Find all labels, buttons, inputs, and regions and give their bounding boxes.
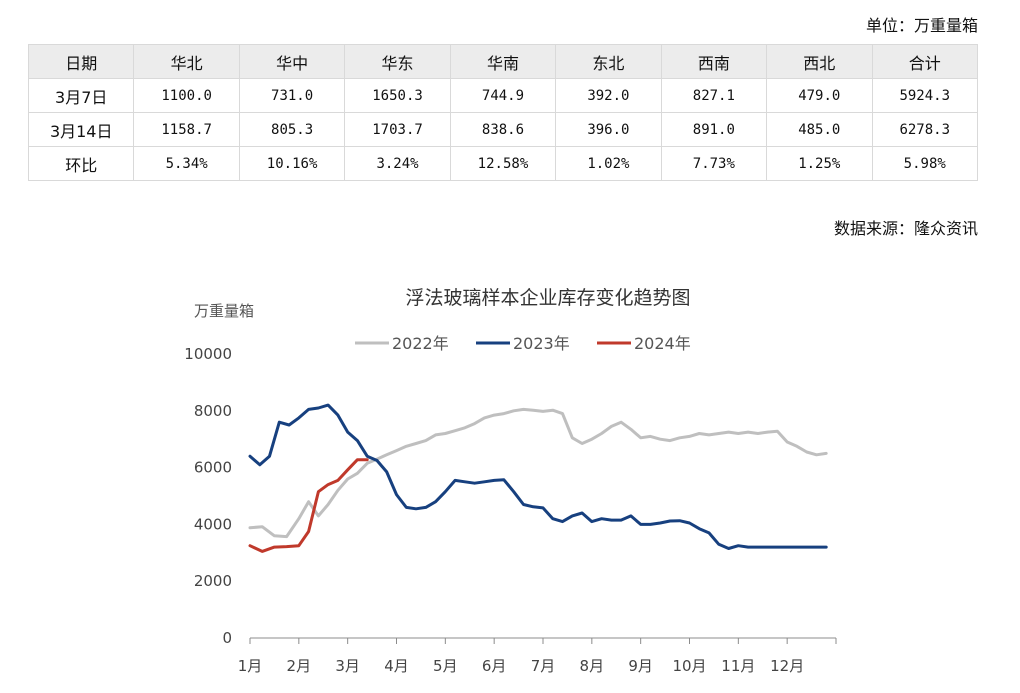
x-tick-label: 4月	[384, 657, 409, 675]
table-cell: 1.25%	[766, 146, 873, 181]
col-header-xibei: 西北	[766, 44, 873, 79]
legend-label: 2023年	[513, 334, 570, 353]
col-header-huanan: 华南	[449, 44, 557, 79]
x-tick-label: 9月	[628, 657, 653, 675]
table-cell: 891.0	[660, 112, 768, 147]
x-axis: 1月 2月 3月 4月 5月 6月 7月 8月 9月 10月 11月 12月	[238, 637, 837, 675]
table-cell: 3.24%	[344, 146, 451, 181]
y-tick-label: 8000	[194, 402, 232, 420]
table-cell: 392.0	[555, 78, 662, 113]
table-row: 3月7日 1100.0 731.0 1650.3 744.9 392.0 827…	[27, 78, 978, 113]
table-cell: 1.02%	[555, 146, 662, 181]
legend-label: 2022年	[392, 334, 449, 353]
col-header-huadong: 华东	[344, 44, 451, 79]
table-cell: 805.3	[238, 112, 346, 147]
unit-label: 单位：万重量箱	[865, 16, 978, 35]
table-cell: 396.0	[555, 112, 662, 147]
table-cell: 1158.7	[133, 112, 240, 147]
y-tick-label: 4000	[194, 515, 232, 533]
table-cell: 1703.7	[344, 112, 451, 147]
col-header-xinan: 西南	[660, 44, 768, 79]
table-cell: 485.0	[766, 112, 873, 147]
chart-title: 浮法玻璃样本企业库存变化趋势图	[405, 287, 690, 309]
row-label: 环比	[27, 146, 135, 181]
row-label: 3月14日	[27, 112, 135, 147]
table-cell: 5.34%	[133, 146, 240, 181]
y-tick-label: 0	[222, 629, 232, 647]
table-header-row: 日期 华北 华中 华东 华南 东北 西南 西北 合计	[27, 44, 978, 79]
inventory-table: 日期 华北 华中 华东 华南 东北 西南 西北 合计 3月7日 1100.0 7…	[27, 44, 978, 181]
x-tick-label: 2月	[287, 657, 312, 675]
x-tick-label: 8月	[580, 657, 605, 675]
col-header-dongbei: 东北	[555, 44, 662, 79]
x-tick-label: 11月	[721, 657, 755, 675]
table-cell: 838.6	[449, 112, 557, 147]
table-cell: 7.73%	[660, 146, 768, 181]
table-cell: 827.1	[660, 78, 768, 113]
x-tick-label: 6月	[482, 657, 507, 675]
table-cell: 731.0	[238, 78, 346, 113]
series-lines	[248, 403, 828, 553]
y-tick-label: 6000	[194, 459, 232, 477]
table-cell: 6278.3	[871, 112, 978, 147]
chart-legend: 2022年 2023年 2024年	[355, 334, 691, 353]
table-cell: 479.0	[766, 78, 873, 113]
table-row: 环比 5.34% 10.16% 3.24% 12.58% 1.02% 7.73%…	[27, 146, 978, 181]
row-label: 3月7日	[27, 78, 135, 113]
legend-label: 2024年	[634, 334, 691, 353]
col-header-huazhong: 华中	[238, 44, 346, 79]
x-tick-label: 7月	[531, 657, 556, 675]
col-header-huabei: 华北	[133, 44, 240, 79]
table-cell: 5.98%	[871, 146, 978, 181]
y-axis-label: 万重量箱	[194, 302, 254, 320]
x-tick-label: 3月	[335, 657, 360, 675]
table-row: 3月14日 1158.7 805.3 1703.7 838.6 396.0 89…	[27, 112, 978, 147]
table-cell: 10.16%	[238, 146, 346, 181]
table-cell: 12.58%	[449, 146, 557, 181]
x-tick-label: 10月	[672, 657, 706, 675]
table-cell: 1650.3	[344, 78, 451, 113]
x-tick-label: 5月	[433, 657, 458, 675]
table-cell: 1100.0	[133, 78, 240, 113]
series-line-2023	[248, 403, 828, 550]
inventory-trend-chart: 浮法玻璃样本企业库存变化趋势图 万重量箱 2022年 2023年 2024年 0 20…	[184, 287, 837, 675]
col-header-date: 日期	[27, 44, 135, 79]
y-tick-label: 2000	[194, 572, 232, 590]
col-header-total: 合计	[871, 44, 978, 79]
table-cell: 744.9	[449, 78, 557, 113]
series-line-2024	[248, 458, 369, 553]
y-axis: 0 2000 4000 6000 8000 10000	[184, 345, 232, 647]
series-line-2022	[248, 407, 828, 539]
data-source-label: 数据来源：隆众资讯	[833, 219, 978, 238]
table-cell: 5924.3	[871, 78, 978, 113]
y-tick-label: 10000	[184, 345, 232, 363]
x-tick-label: 1月	[238, 657, 263, 675]
x-tick-label: 12月	[770, 657, 804, 675]
